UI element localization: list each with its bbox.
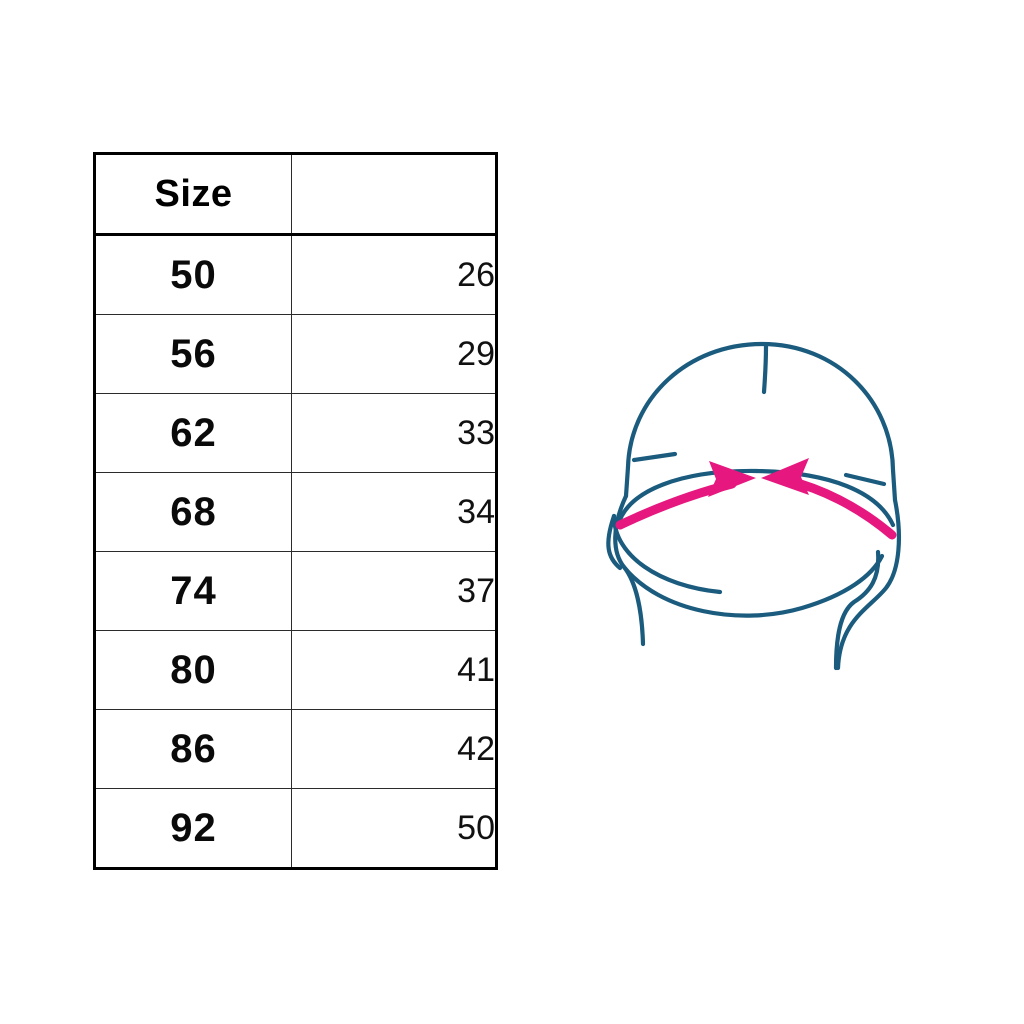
table-body: 50 26 56 29 62 33 68 34 74 37 80 41 86 4… xyxy=(94,233,497,870)
hat-measurement-diagram xyxy=(590,320,930,700)
left-tail-inner xyxy=(606,513,623,571)
column-header-measurement xyxy=(291,153,497,236)
table-header-row: Size xyxy=(94,153,497,236)
table-row: 92 50 xyxy=(94,788,497,870)
cell-measurement: 37 xyxy=(291,551,497,631)
cell-measurement: 41 xyxy=(291,630,497,710)
column-header-size: Size xyxy=(94,153,292,236)
cell-size: 92 xyxy=(94,788,292,870)
cell-measurement: 26 xyxy=(291,233,497,315)
size-chart-table: Size 50 26 56 29 62 33 68 34 74 37 80 41 xyxy=(93,152,498,870)
table-row: 74 37 xyxy=(94,551,497,631)
table-row: 86 42 xyxy=(94,709,497,789)
measurement-arrow-right-head xyxy=(761,458,809,495)
measurement-arrow-left-head xyxy=(708,461,756,497)
cell-size: 50 xyxy=(94,233,292,315)
cell-size: 56 xyxy=(94,314,292,394)
cell-measurement: 42 xyxy=(291,709,497,789)
right-tail-inner xyxy=(833,549,881,671)
hat-crown-left-edge xyxy=(623,464,631,499)
right-tail xyxy=(835,497,901,671)
measurement-arrows xyxy=(615,458,897,540)
table-row: 68 34 xyxy=(94,472,497,552)
hat-crown-outline xyxy=(625,341,898,503)
table-row: 80 41 xyxy=(94,630,497,710)
table-row: 62 33 xyxy=(94,393,497,473)
cell-size: 80 xyxy=(94,630,292,710)
cell-measurement: 34 xyxy=(291,472,497,552)
hat-cuff-band-top xyxy=(615,468,896,528)
left-side-tick xyxy=(631,451,678,463)
right-side-tick xyxy=(843,472,887,487)
cell-size: 68 xyxy=(94,472,292,552)
cell-size: 62 xyxy=(94,393,292,473)
cell-size: 86 xyxy=(94,709,292,789)
cell-measurement: 29 xyxy=(291,314,497,394)
cell-measurement: 33 xyxy=(291,393,497,473)
table-row: 56 29 xyxy=(94,314,497,394)
crown-seam-line xyxy=(761,343,769,395)
table-header: Size xyxy=(94,153,497,236)
cell-measurement: 50 xyxy=(291,788,497,870)
cell-size: 74 xyxy=(94,551,292,631)
table-row: 50 26 xyxy=(94,233,497,315)
hat-cuff-bottom-sweep xyxy=(621,553,885,618)
